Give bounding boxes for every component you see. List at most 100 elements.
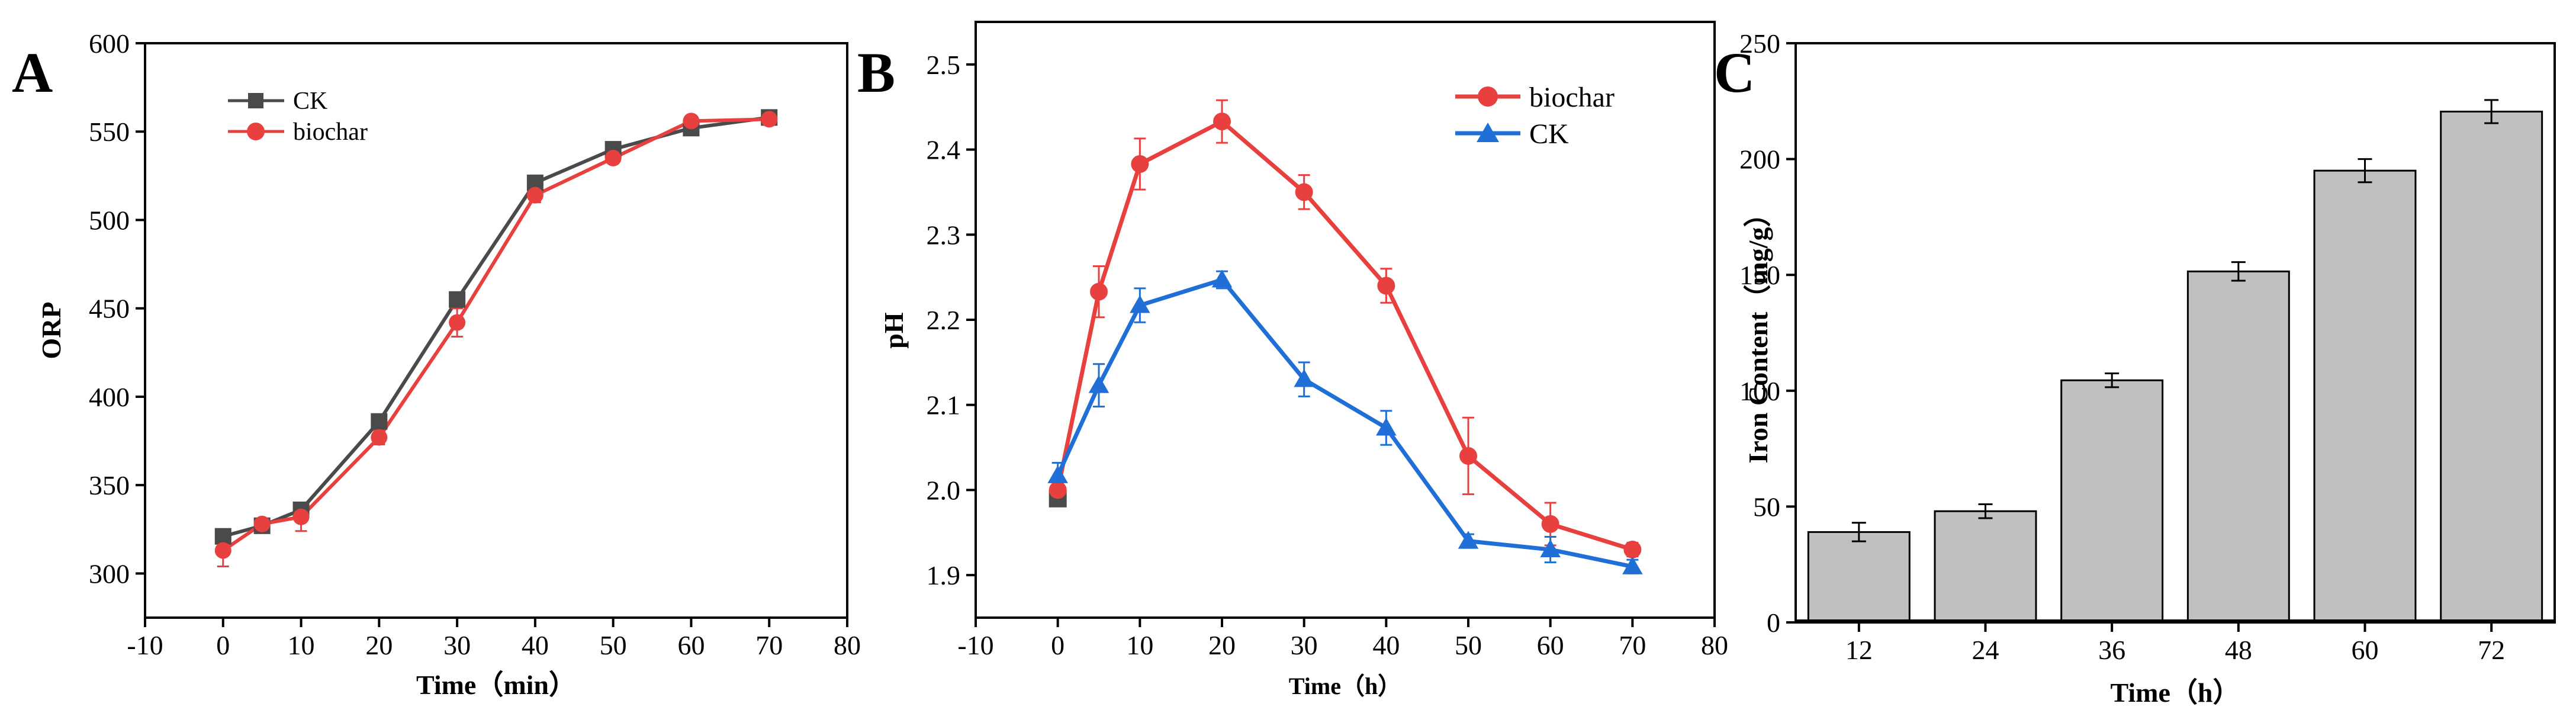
x-tick-label: 48 [2225, 635, 2252, 665]
panel-b-legend-biochar-label: biochar [1529, 82, 1615, 113]
data-point-biochar [761, 111, 778, 128]
panel-b-y-axis-title: pH [879, 312, 909, 349]
data-point-CK [1047, 465, 1068, 483]
data-point-biochar [1541, 515, 1559, 533]
y-tick-label: 2.3 [927, 220, 961, 250]
data-point-biochar [683, 113, 700, 130]
y-tick-label: 600 [89, 28, 130, 59]
panel-b-plot: -10 0 10 20 30 40 50 60 70 80 1.9 2.0 2.1 2.2 2.3 2.4 2.… [927, 50, 1729, 660]
y-tick-label: 200 [1739, 144, 1780, 175]
x-tick-label: 10 [1126, 630, 1153, 660]
x-tick-label: 40 [1372, 630, 1400, 660]
series-line-biochar [222, 117, 770, 553]
data-point-CK [1458, 531, 1479, 549]
x-tick-label: 72 [2478, 635, 2505, 665]
x-tick-label: 60 [677, 630, 705, 660]
data-point-CK [449, 291, 466, 308]
x-tick-label: 30 [1291, 630, 1318, 660]
x-tick-label: 30 [443, 630, 471, 660]
y-tick-label: 450 [89, 294, 130, 324]
data-point-CK [1130, 295, 1150, 313]
data-point-CK [371, 413, 388, 430]
y-tick-label: 550 [89, 117, 130, 147]
panel-b-letter: B [857, 41, 895, 104]
bar [1807, 531, 1911, 624]
panel-a-legend: CK biochar [228, 88, 368, 146]
data-point-biochar [1090, 282, 1108, 301]
bar [2313, 169, 2417, 624]
panel-a-legend-ck-label: CK [293, 88, 327, 115]
panel-a-plot-frame [144, 42, 848, 619]
bar [2186, 270, 2290, 624]
y-tick-label: 2.1 [927, 390, 961, 420]
panel-b-legend-ck-label: CK [1529, 118, 1569, 150]
data-point-biochar [1049, 481, 1067, 499]
y-tick-label: 1.9 [927, 560, 961, 590]
panel-c: C 0 50 100 150 200 250 12 24 36 48 60 72 Time（h） Ir… [1714, 28, 2556, 708]
x-tick-label: 0 [1051, 630, 1065, 660]
y-tick-label: 2.5 [927, 50, 961, 80]
data-point-biochar [1377, 277, 1395, 295]
y-tick-label: 300 [89, 558, 130, 589]
x-tick-label: 60 [1537, 630, 1564, 660]
panel-a-y-axis-title: ORP [36, 301, 66, 359]
panel-c-x-axis-title: Time（h） [2111, 677, 2240, 708]
x-tick-label: 0 [216, 630, 230, 660]
data-point-biochar [371, 429, 388, 446]
x-tick-label: 20 [1208, 630, 1236, 660]
x-tick-label: 40 [522, 630, 549, 660]
data-point-biochar [1213, 113, 1231, 131]
data-point-CK [1294, 369, 1314, 387]
x-tick-label: 20 [365, 630, 393, 660]
panel-b-legend: biochar CK [1455, 82, 1615, 150]
x-tick-label: 36 [2098, 635, 2125, 665]
y-tick-label: 400 [89, 382, 130, 412]
panel-b-legend-biochar-marker [1478, 86, 1498, 107]
x-tick-label: 10 [288, 630, 315, 660]
panel-a-x-axis-title: Time（min） [416, 670, 576, 700]
y-tick-label: 50 [1753, 492, 1780, 522]
x-tick-label: 50 [1455, 630, 1482, 660]
x-tick-label: 70 [755, 630, 783, 660]
data-point-CK [1088, 375, 1109, 393]
y-tick-label: 0 [1767, 608, 1780, 638]
panel-c-y-axis-title: Iron Content（mg/g） [1743, 200, 1773, 463]
panel-b-x-axis-title: Time（h） [1289, 673, 1401, 699]
data-point-CK [1622, 556, 1643, 574]
panel-c-letter: C [1714, 41, 1755, 104]
data-point-CK [214, 528, 231, 545]
y-tick-label: 2.0 [927, 475, 961, 505]
y-tick-label: 2.2 [927, 305, 961, 335]
y-tick-label: 500 [89, 205, 130, 235]
series-line-biochar [1056, 118, 1633, 552]
data-point-biochar [292, 508, 310, 525]
data-point-biochar [1459, 447, 1477, 465]
panel-b: B -10 0 10 20 30 40 50 60 70 80 1.9 2.0 2.1 2.2 2.3 2.4… [857, 21, 1729, 699]
data-point-biochar [1623, 541, 1642, 559]
x-tick-label: 60 [2352, 635, 2379, 665]
data-point-CK [1211, 269, 1233, 288]
panel-a-legend-biochar-label: biochar [293, 118, 368, 146]
bar [1934, 510, 2037, 624]
data-point-biochar [1131, 155, 1149, 174]
panel-a-letter: A [12, 41, 53, 104]
x-tick-label: 12 [1845, 635, 1873, 665]
bar [2060, 379, 2164, 624]
panel-a: A -10 0 10 20 30 40 50 60 70 80 300 350 400 450 500 550… [12, 28, 861, 700]
panel-b-legend-ck-marker [1477, 123, 1499, 142]
data-point-biochar [526, 187, 543, 204]
x-tick-label: 24 [1972, 635, 1999, 665]
panel-a-plot: -10 0 10 20 30 40 50 60 70 80 300 350 400 450 500 550 60… [89, 28, 861, 660]
y-tick-label: 350 [89, 470, 130, 500]
data-point-biochar [1295, 183, 1313, 201]
x-tick-label: 70 [1619, 630, 1646, 660]
panel-a-legend-ck-marker [248, 93, 263, 108]
data-point-CK [1376, 417, 1397, 436]
data-point-biochar [449, 314, 466, 331]
x-tick-label: -10 [957, 630, 993, 660]
x-tick-label: 80 [1701, 630, 1728, 660]
bar [2440, 110, 2543, 624]
data-point-biochar [253, 515, 271, 532]
panel-c-plot: 0 50 100 150 200 250 12 24 36 48 60 72 [1739, 28, 2555, 665]
